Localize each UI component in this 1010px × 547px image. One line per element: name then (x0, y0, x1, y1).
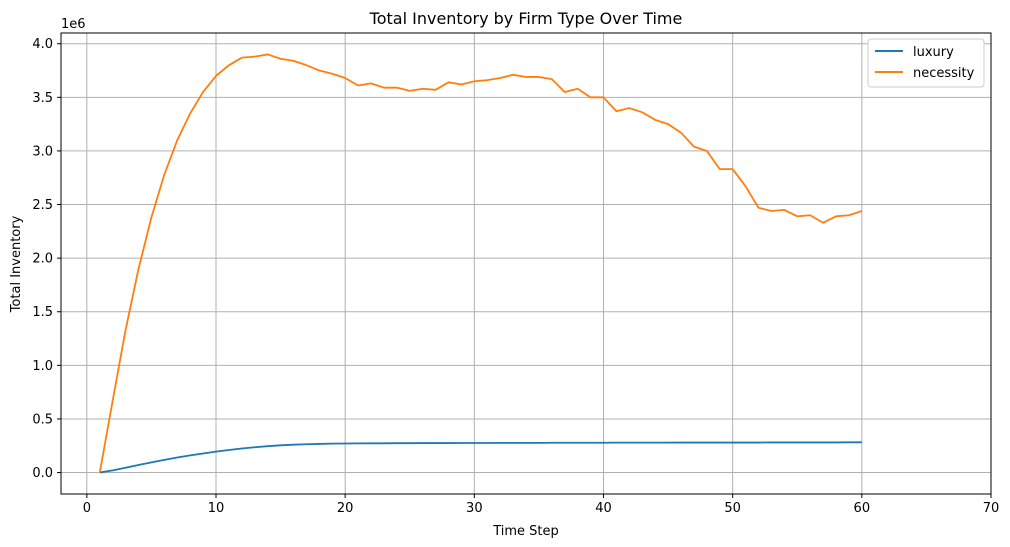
y-tick-label: 1.0 (32, 359, 53, 374)
y-tick-label: 0.5 (32, 412, 53, 427)
y-tick-label: 3.5 (32, 91, 53, 106)
x-tick-label: 0 (83, 501, 91, 516)
y-axis-ticks: 0.0 0.5 1.0 1.5 2.0 2.5 3.0 3.5 4.0 (32, 37, 61, 481)
y-tick-label: 1.5 (32, 305, 53, 320)
x-axis-ticks: 0 10 20 30 40 50 60 70 (83, 494, 1000, 516)
y-axis-label: Total Inventory (9, 215, 24, 313)
legend-label-luxury: luxury (913, 45, 954, 60)
y-tick-label: 4.0 (32, 37, 53, 52)
x-tick-label: 70 (983, 501, 1000, 516)
y-offset-label: 1e6 (61, 17, 86, 32)
plot-frame (60, 32, 992, 495)
x-tick-label: 60 (854, 501, 871, 516)
y-tick-label: 0.0 (32, 466, 53, 481)
x-tick-label: 40 (595, 501, 612, 516)
grid (61, 33, 992, 494)
x-tick-label: 30 (466, 501, 483, 516)
series-layer (98, 53, 863, 474)
plot-area (61, 33, 991, 494)
y-tick-label: 3.0 (32, 144, 53, 159)
series-line-necessity (98, 53, 863, 473)
y-tick-label: 2.5 (32, 198, 53, 213)
legend-label-necessity: necessity (913, 66, 975, 81)
chart-title: Total Inventory by Firm Type Over Time (369, 9, 683, 28)
x-axis-label: Time Step (492, 524, 559, 539)
x-tick-label: 20 (337, 501, 354, 516)
series-line-luxury (99, 441, 862, 474)
legend: luxury necessity (867, 38, 985, 88)
x-tick-label: 50 (724, 501, 741, 516)
x-tick-label: 10 (208, 501, 225, 516)
y-tick-label: 2.0 (32, 252, 53, 267)
